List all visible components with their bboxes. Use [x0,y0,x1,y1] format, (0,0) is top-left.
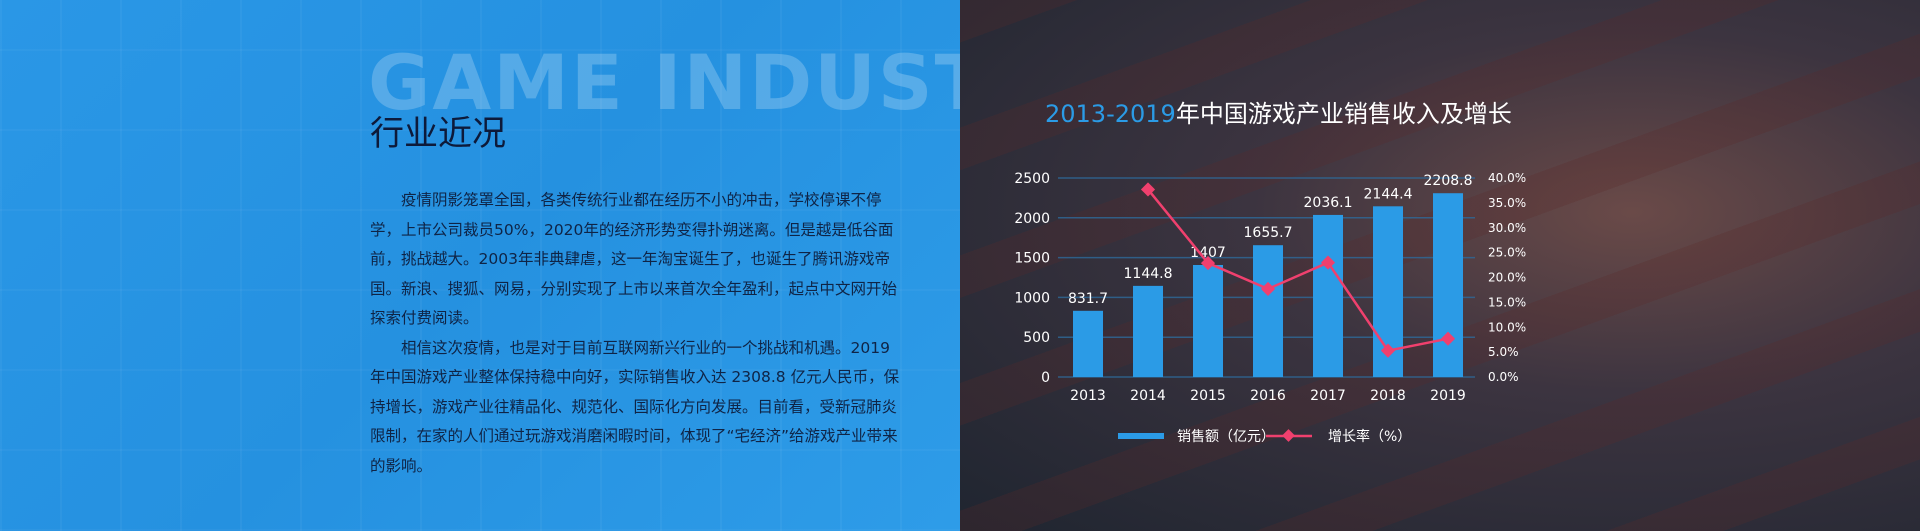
y-right-tick-label: 5.0% [1488,345,1519,359]
x-tick-label: 2016 [1250,388,1286,404]
bar-data-label: 1144.8 [1124,266,1173,282]
legend-line-label: 增长率（%） [1328,428,1411,445]
y-left-tick-label: 500 [1023,330,1050,346]
y-left-tick-label: 2500 [1014,171,1050,187]
growth-point [1200,256,1216,271]
paragraph: 疫情阴影笼罩全国，各类传统行业都在经历不小的冲击，学校停课不停学，上市公司裁员5… [370,191,898,327]
chart-title: 2013-2019年中国游戏产业销售收入及增长 [1045,100,1512,128]
bar-data-label: 2144.4 [1364,186,1413,202]
growth-line [1147,188,1449,353]
revenue-chart: 0 500 1000 1500 2000 2500 0.0% 5.0% 10.0% 15.0% 20… [1014,171,1526,445]
x-tick-label: 2013 [1070,388,1106,404]
x-tick-label: 2014 [1130,388,1166,404]
bar [1073,310,1103,377]
legend-line-marker [1282,429,1295,442]
legend-bar-swatch [1118,433,1164,439]
y-right-tick-label: 15.0% [1488,295,1526,309]
y-right-tick-label: 20.0% [1488,271,1526,285]
growth-point [1260,281,1276,297]
body-text: 疫情阴影笼罩全国，各类传统行业都在经历不小的冲击，学校停课不停学，上市公司裁员5… [370,186,910,481]
bar [1193,265,1223,377]
bar [1253,245,1283,377]
background-title: GAME INDUSTRY [368,38,960,127]
section-heading: 行业近况 [370,114,506,154]
y-right-tick-label: 35.0% [1488,196,1526,210]
y-left-tick-label: 0 [1041,370,1050,386]
bar-data-label: 1407 [1190,245,1226,261]
y-left-tick-label: 1000 [1014,290,1050,306]
y-right-tick-label: 40.0% [1488,171,1526,185]
bar-data-label: 1655.7 [1244,225,1293,241]
x-tick-label: 2019 [1430,388,1466,404]
background-texture [0,0,960,531]
chart-panel-background [960,0,1920,531]
y-right-tick-label: 10.0% [1488,320,1526,334]
growth-point [1380,343,1396,358]
bar-data-label: 2208.8 [1424,173,1473,189]
x-tick-label: 2015 [1190,388,1226,404]
x-tick-label: 2018 [1370,388,1406,404]
x-tick-label: 2017 [1310,388,1346,404]
bar [1313,214,1343,377]
growth-point [1320,255,1336,270]
growth-point [1140,182,1156,197]
paragraph: 相信这次疫情，也是对于目前互联网新兴行业的一个挑战和机遇。2019 年中国游戏产… [370,338,900,475]
y-left-tick-label: 2000 [1014,211,1050,227]
y-left-tick-label: 1500 [1014,251,1050,267]
y-right-tick-label: 0.0% [1488,370,1519,384]
intro-panel: GAME INDUSTRY 行业近况 疫情阴影笼罩全国，各类传统行业都在经历不小… [0,0,960,531]
bar-data-label: 2036.1 [1304,195,1353,211]
y-right-tick-label: 30.0% [1488,221,1526,235]
bar [1433,193,1463,377]
bar-data-label: 831.7 [1068,291,1108,307]
bar [1133,285,1163,377]
y-right-tick-label: 25.0% [1488,246,1526,260]
growth-point [1440,331,1456,346]
legend-bar-label: 销售额（亿元） [1177,429,1275,445]
